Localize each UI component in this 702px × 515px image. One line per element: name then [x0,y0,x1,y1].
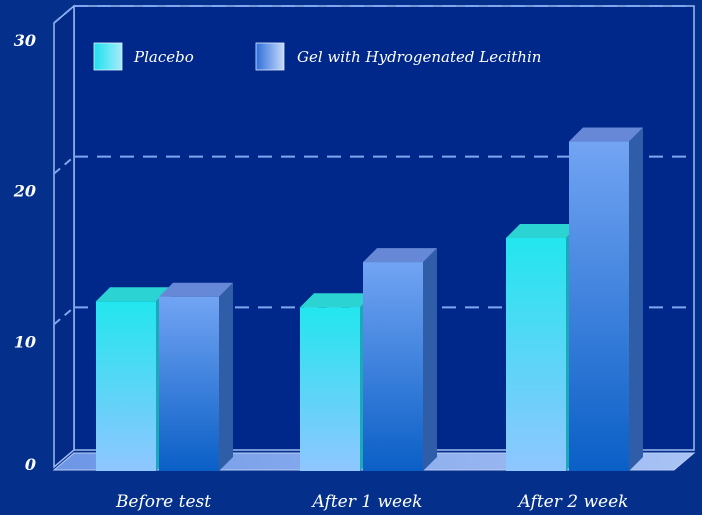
bar-placebo [300,293,374,471]
y-tick-label: 10 [14,332,36,351]
bar-gel-top [569,127,643,142]
legend: Placebo Gel with Hydrogenated Lecithin [93,42,541,71]
bar-gel-side [219,282,233,471]
bar-gel [569,127,643,472]
bar-placebo [506,223,580,471]
bars [96,127,643,472]
x-category-label: Before test [115,492,211,512]
bar-gel [363,248,437,471]
bar-placebo-front [300,307,360,471]
gridline-side [53,306,75,326]
bar-placebo-top [300,293,374,308]
bar-placebo-top [506,223,580,238]
bar-placebo [96,287,170,471]
bar-gel-front [363,262,423,471]
bar-gel-top [363,248,437,263]
bar-gel-top [159,282,233,297]
bar-gel [159,282,233,471]
y-tick-label: 20 [13,182,36,201]
bar-gel-front [569,141,629,471]
bar-gel-side [423,248,437,471]
legend-label-gel: Gel with Hydrogenated Lecithin [297,48,541,66]
y-tick-label: 30 [14,31,36,50]
y-axis: 0 10 20 30 [13,31,36,474]
bar-placebo-front [506,237,566,471]
bar-gel-side [629,127,643,472]
legend-label-placebo: Placebo [133,48,194,66]
y-tick-label: 0 [25,455,36,474]
x-category-label: After 1 week [311,492,423,512]
bar-gel-front [159,296,219,471]
legend-swatch-placebo [93,42,123,71]
plot-side-wall [53,4,75,469]
bar-placebo-top [96,287,170,302]
gridline-side [53,5,75,24]
x-axis: Before test After 1 week After 2 week [115,492,629,512]
legend-swatch-gel [255,42,285,71]
x-category-label: After 2 week [517,492,629,512]
bar-placebo-front [96,301,156,471]
gridline-side [53,155,75,175]
